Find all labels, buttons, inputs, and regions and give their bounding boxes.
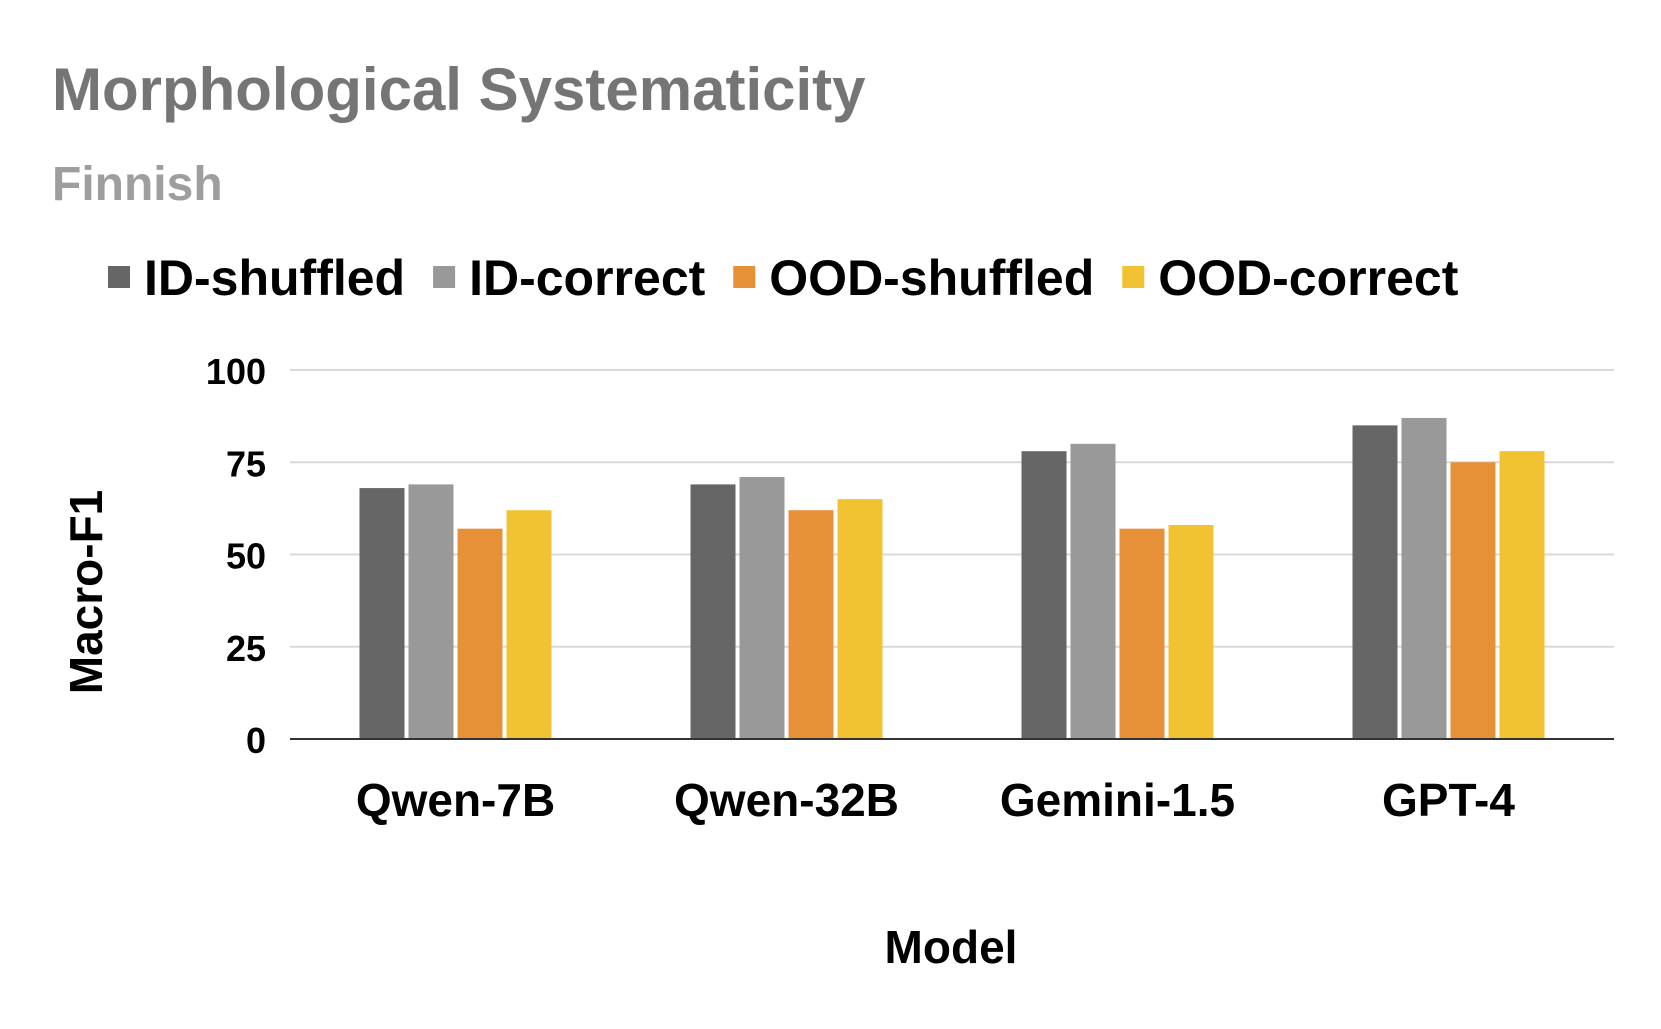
y-axis-label: Macro-F1 [60,490,112,694]
legend-swatch [108,266,130,288]
bar-ood-correct-qwen-7b [506,510,552,739]
bar-ood-correct-gpt-4 [1499,451,1545,739]
legend-label: OOD-correct [1158,250,1458,306]
bar-id-shuffled-gemini-1.5 [1021,451,1067,739]
bar-id-correct-gpt-4 [1401,417,1447,739]
x-axis-label: Model [885,921,1018,973]
x-axis-ticks: Qwen-7B Qwen-32B Gemini-1.5 GPT-4 [356,774,1516,826]
y-tick-label: 0 [246,720,266,761]
x-tick-label: Qwen-32B [674,774,899,826]
bar-ood-shuffled-qwen-7b [457,528,503,739]
chart-subtitle: Finnish [52,158,223,211]
y-axis-ticks: 0 25 50 75 100 [206,351,266,761]
x-tick-label: Gemini-1.5 [1000,774,1235,826]
x-tick-label: GPT-4 [1382,774,1515,826]
bar-ood-shuffled-qwen-32b [788,510,834,739]
legend-swatch [1122,266,1145,288]
bar-ood-correct-gemini-1.5 [1168,524,1214,739]
bar-id-correct-qwen-7b [408,484,454,739]
legend-swatch [433,266,456,288]
bar-ood-shuffled-gpt-4 [1450,462,1496,739]
bar-id-correct-gemini-1.5 [1070,443,1116,739]
bar-id-shuffled-qwen-32b [690,484,736,739]
bar-ood-shuffled-gemini-1.5 [1119,528,1165,739]
legend: ID-shuffled ID-correct OOD-shuffled OOD-cor… [108,250,1459,306]
y-tick-label: 100 [206,351,266,392]
bars [359,417,1545,739]
legend-label: OOD-shuffled [769,250,1094,306]
legend-label: ID-correct [469,250,706,306]
y-tick-label: 50 [226,536,266,577]
legend-swatch [733,266,756,288]
legend-label: ID-shuffled [144,250,405,306]
bar-id-shuffled-qwen-7b [359,488,405,739]
bar-ood-correct-qwen-32b [837,499,883,739]
bar-id-shuffled-gpt-4 [1352,425,1398,739]
y-tick-label: 75 [226,443,266,484]
chart-title: Morphological Systematicity [52,56,866,123]
y-tick-label: 25 [226,628,266,669]
bar-id-correct-qwen-32b [739,477,785,739]
x-tick-label: Qwen-7B [356,774,555,826]
